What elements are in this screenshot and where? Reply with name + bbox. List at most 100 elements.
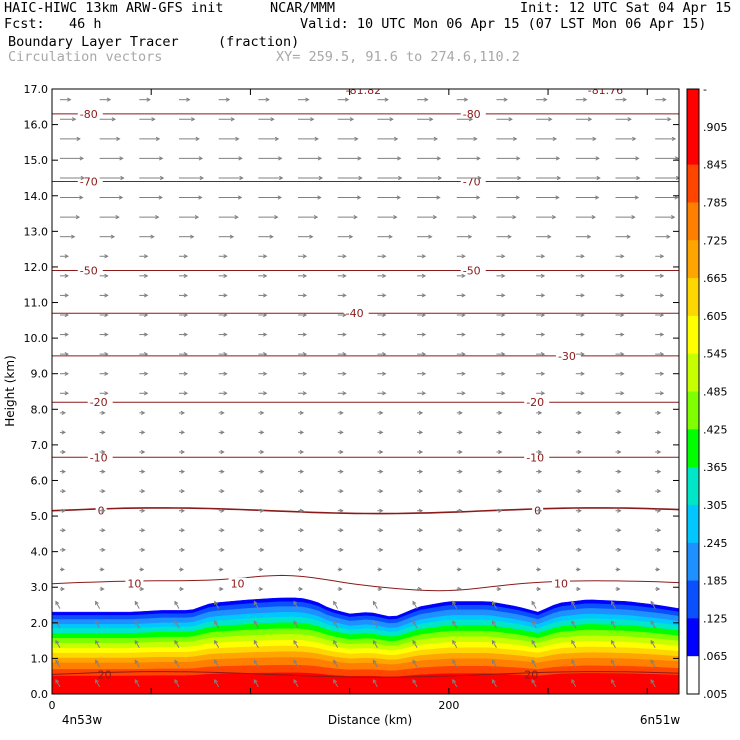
wind-vector-head xyxy=(656,430,662,435)
wind-vector-head xyxy=(143,293,149,298)
wind-vector-head xyxy=(354,136,359,141)
wind-vector-head xyxy=(234,215,239,220)
wind-vector-head xyxy=(104,332,109,337)
wind-vector-head xyxy=(101,508,106,513)
y-tick-label: 1.0 xyxy=(31,652,49,665)
contour-label: -80 xyxy=(80,108,98,121)
colorbar-segment xyxy=(687,467,699,506)
wind-vector-head xyxy=(382,273,387,278)
wind-vector-head xyxy=(516,156,521,161)
y-tick-label: 11.0 xyxy=(24,297,49,310)
wind-vector-head xyxy=(396,195,402,200)
wind-vector-head xyxy=(656,449,662,455)
wind-vector xyxy=(293,620,299,629)
wind-vector-head xyxy=(199,175,205,181)
wind-vector-head xyxy=(64,352,69,357)
wind-vector-head xyxy=(180,489,186,494)
wind-vector-head xyxy=(650,600,655,606)
wind-vector-head xyxy=(342,371,347,376)
wind-vector xyxy=(412,660,418,668)
wind-vector xyxy=(174,601,180,609)
wind-vector-head xyxy=(101,410,106,415)
wind-vector-head xyxy=(263,371,268,376)
wind-vector-head xyxy=(339,410,344,415)
wind-vector-head xyxy=(339,528,344,533)
wind-vector-head xyxy=(260,410,265,415)
wind-vector-head xyxy=(571,620,576,625)
wind-vector xyxy=(214,640,220,648)
wind-vector xyxy=(372,660,378,668)
wind-vector-head xyxy=(650,620,655,625)
wind-vector-head xyxy=(617,410,622,415)
colorbar: - .905 .845 .785 .725 .665 .605 .545 .485 .425 .36… xyxy=(686,83,728,701)
wind-vector-head xyxy=(64,312,69,318)
circulation-vectors xyxy=(55,97,679,688)
wind-vector-head xyxy=(591,215,596,220)
wind-vector-head xyxy=(260,489,265,494)
colorbar-segment xyxy=(687,542,699,582)
wind-vector-head xyxy=(580,293,585,298)
wind-vector-head xyxy=(536,586,542,592)
wind-vector-head xyxy=(476,195,481,200)
wind-vector-head xyxy=(372,620,377,625)
wind-vector-head xyxy=(342,293,347,298)
wind-vector-head xyxy=(543,97,548,102)
wind-vector-head xyxy=(61,528,66,533)
wind-vector-head xyxy=(418,410,424,415)
wind-vector-head xyxy=(61,547,66,552)
wind-vector-head xyxy=(339,547,344,552)
wind-vector-head xyxy=(223,312,228,318)
wind-vector-head xyxy=(540,293,546,298)
y-tick-label: 7.0 xyxy=(31,439,49,452)
wind-vector-head xyxy=(134,620,139,625)
wind-vector-head xyxy=(293,639,298,645)
wind-vector-head xyxy=(580,371,585,376)
wind-vector-head xyxy=(313,215,319,220)
wind-vector-head xyxy=(436,195,441,200)
wind-vector-head xyxy=(659,391,665,396)
colorbar-segment xyxy=(687,164,699,203)
wind-vector-head xyxy=(537,508,543,513)
wind-vector-head xyxy=(671,136,677,141)
wind-vector-head xyxy=(214,620,218,625)
wind-vector-head xyxy=(194,215,200,220)
wind-vector-head xyxy=(219,567,224,572)
wind-vector-head xyxy=(134,659,139,664)
wind-vector-head xyxy=(398,175,403,181)
wind-vector-head xyxy=(656,469,662,474)
wind-vector-head xyxy=(655,567,661,572)
wind-vector xyxy=(412,640,418,648)
field-name: Boundary Layer Tracer xyxy=(8,34,179,50)
wind-vector-head xyxy=(79,195,84,200)
wind-vector-head xyxy=(174,639,179,645)
wind-vector-head xyxy=(269,234,274,239)
wind-vector-head xyxy=(263,312,268,318)
wind-vector-head xyxy=(104,352,109,357)
wind-vector-head xyxy=(317,195,322,200)
wind-vector-head xyxy=(118,195,124,200)
wind-vector-head xyxy=(674,156,679,161)
x-end-label-right: 6n51w xyxy=(640,713,681,727)
wind-vector-head xyxy=(191,117,196,122)
wind-vector-head xyxy=(344,97,350,102)
colorbar-frame xyxy=(686,88,700,695)
wind-vector-head xyxy=(571,659,576,664)
wind-vector-head xyxy=(333,639,337,645)
wind-vector xyxy=(531,660,537,668)
wind-vector-head xyxy=(302,371,308,376)
wind-vector-head xyxy=(260,508,265,513)
wind-vector-head xyxy=(106,97,112,102)
wind-vector-head xyxy=(298,586,304,592)
y-tick-label: 10.0 xyxy=(24,332,49,345)
y-tick-label: 12.0 xyxy=(24,261,49,274)
wind-vector-head xyxy=(333,600,337,606)
wind-vector-head xyxy=(95,620,99,625)
y-tick-label: 8.0 xyxy=(31,403,49,416)
y-tick-label: 2.0 xyxy=(31,617,49,630)
wind-vector-head xyxy=(265,97,270,102)
wind-vector-head xyxy=(342,273,347,278)
wind-vector-head xyxy=(259,567,264,572)
wind-vector xyxy=(372,620,378,629)
wind-vector-head xyxy=(338,567,343,572)
wind-vector-head xyxy=(179,586,185,592)
